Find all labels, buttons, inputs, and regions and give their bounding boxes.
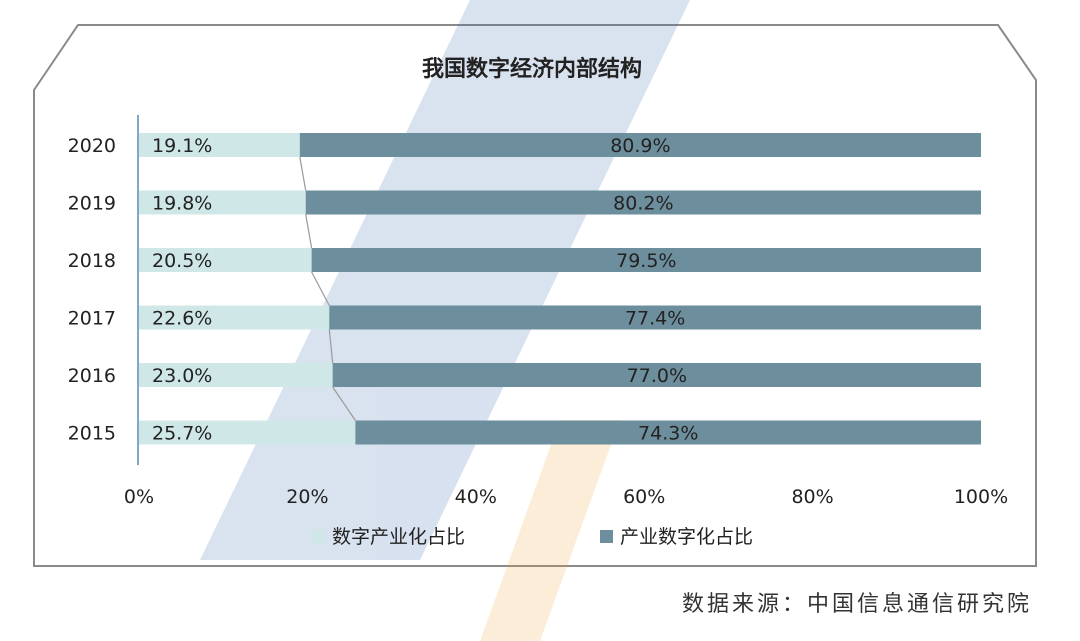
data-label: 80.2%	[613, 193, 673, 215]
series-connector-line	[305, 214, 313, 249]
bar-industrial-digitalization	[355, 420, 981, 445]
data-label: 19.1%	[152, 135, 212, 157]
legend-swatch	[312, 530, 325, 543]
bar-digital-industrialization	[139, 190, 306, 215]
bar-industrial-digitalization	[311, 248, 981, 272]
legend-label: 产业数字化占比	[620, 526, 753, 548]
x-tick-label: 80%	[791, 486, 833, 508]
bar-digital-industrialization	[139, 420, 356, 445]
bar-industrial-digitalization	[332, 363, 981, 387]
legend-swatch	[600, 530, 613, 543]
x-tick-label: 20%	[286, 486, 328, 508]
data-label: 80.9%	[610, 135, 670, 157]
data-label: 25.7%	[152, 423, 212, 445]
series-connector-line	[299, 156, 307, 191]
x-tick-label: 100%	[954, 486, 1008, 508]
series-connector-line	[328, 329, 334, 364]
series-connector-line	[311, 271, 330, 306]
source-note: 数据来源：中国信息通信研究院	[681, 592, 1032, 617]
data-label: 23.0%	[152, 365, 212, 387]
y-tick-label: 2016	[68, 365, 116, 387]
x-tick-label: 40%	[455, 486, 497, 508]
y-tick-label: 2018	[68, 250, 116, 272]
y-tick-label: 2019	[68, 193, 116, 215]
y-tick-label: 2017	[68, 308, 116, 330]
y-tick-label: 2020	[68, 135, 116, 157]
data-label: 19.8%	[152, 193, 212, 215]
data-label: 79.5%	[616, 250, 676, 272]
bar-industrial-digitalization	[329, 305, 981, 330]
bar-digital-industrialization	[139, 305, 330, 330]
data-label: 77.4%	[625, 308, 685, 330]
x-tick-label: 60%	[623, 486, 665, 508]
series-connector-line	[332, 386, 356, 421]
data-label: 20.5%	[152, 250, 212, 272]
data-label: 77.0%	[627, 365, 687, 387]
bar-digital-industrialization	[139, 133, 300, 157]
bar-digital-industrialization	[139, 248, 312, 272]
data-label: 22.6%	[152, 308, 212, 330]
data-label: 74.3%	[638, 423, 698, 445]
bar-digital-industrialization	[139, 363, 333, 387]
bar-industrial-digitalization	[305, 190, 981, 215]
legend-label: 数字产业化占比	[332, 526, 465, 548]
chart-title: 我国数字经济内部结构	[422, 56, 642, 82]
y-tick-label: 2015	[68, 423, 116, 445]
x-tick-label: 0%	[124, 486, 154, 508]
bar-industrial-digitalization	[299, 133, 981, 157]
